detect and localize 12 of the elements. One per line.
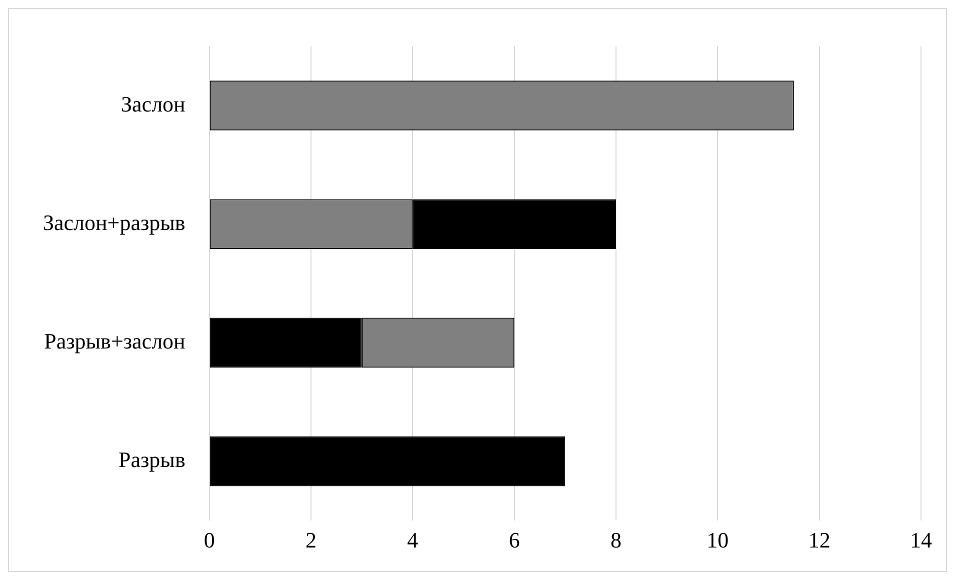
x-tick-label: 2 (306, 528, 316, 553)
y-tick-label: Разрыв+заслон (44, 328, 186, 354)
x-tick-label: 12 (808, 528, 830, 553)
x-tick-label: 0 (204, 528, 215, 553)
y-tick-label: Заслон+разрыв (42, 210, 186, 235)
x-tick-label: 8 (610, 528, 622, 553)
x-tick-label: 10 (706, 528, 729, 553)
x-tick-label: 6 (508, 528, 520, 553)
x-tick-label: 4 (407, 528, 418, 553)
x-tick-label: 14 (910, 528, 932, 553)
y-tick-label: Заслон (121, 91, 186, 116)
y-tick-label: Разрыв (118, 447, 186, 472)
